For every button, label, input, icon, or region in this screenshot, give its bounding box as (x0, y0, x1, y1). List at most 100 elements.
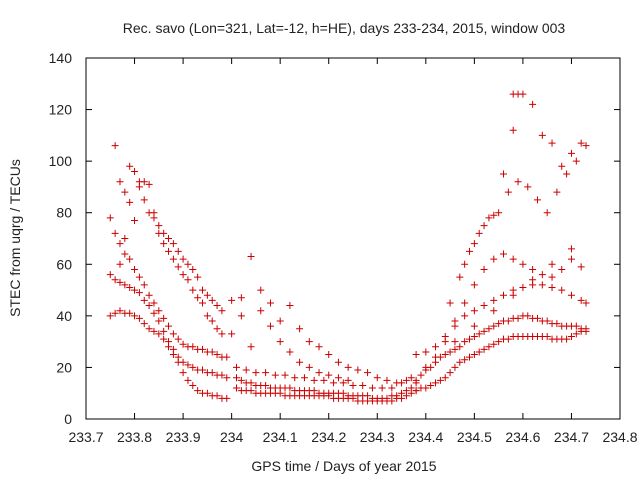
data-point (582, 142, 590, 150)
data-point (247, 343, 255, 351)
data-point (529, 100, 537, 108)
data-point (495, 338, 503, 346)
data-point (412, 351, 420, 359)
data-point (208, 369, 216, 377)
data-point (402, 376, 410, 384)
data-point (155, 330, 163, 338)
data-point (145, 302, 153, 310)
data-point (485, 343, 493, 351)
data-point (296, 358, 304, 366)
plot-frame (85, 57, 621, 420)
data-point (184, 276, 192, 284)
data-point (572, 330, 580, 338)
data-point (140, 296, 148, 304)
data-point (184, 260, 192, 268)
x-tick-label: 234.7 (554, 429, 589, 445)
data-point (208, 296, 216, 304)
data-points (106, 90, 590, 405)
data-point (480, 345, 488, 353)
data-point (495, 209, 503, 217)
data-point (189, 381, 197, 389)
data-point (266, 299, 274, 307)
data-point (150, 209, 158, 217)
data-point (218, 371, 226, 379)
data-point (470, 351, 478, 359)
data-point (165, 343, 173, 351)
data-point (106, 271, 114, 279)
data-point (582, 299, 590, 307)
data-point (339, 389, 347, 397)
data-point (577, 325, 585, 333)
data-point (184, 376, 192, 384)
data-point (344, 376, 352, 384)
data-point (247, 387, 255, 395)
data-point (169, 255, 177, 263)
data-point (330, 379, 338, 387)
data-point (490, 322, 498, 330)
data-point (558, 265, 566, 273)
data-point (199, 345, 207, 353)
data-point (135, 183, 143, 191)
data-point (529, 265, 537, 273)
data-point (417, 371, 425, 379)
data-point (232, 374, 240, 382)
data-point (121, 250, 129, 258)
data-point (131, 265, 139, 273)
data-point (441, 374, 449, 382)
x-tick-label: 234 (220, 429, 244, 445)
data-point (398, 389, 406, 397)
data-point (305, 363, 313, 371)
data-point (276, 338, 284, 346)
data-point (432, 353, 440, 361)
data-point (325, 371, 333, 379)
data-point (543, 332, 551, 340)
data-point (145, 325, 153, 333)
data-point (189, 343, 197, 351)
data-point (490, 307, 498, 315)
y-axis-label: STEC from uqrg / TECUs (7, 159, 23, 317)
data-point (422, 363, 430, 371)
data-point (567, 149, 575, 157)
data-point (475, 330, 483, 338)
data-point (305, 338, 313, 346)
x-tick-label: 234.1 (263, 429, 298, 445)
x-tick-label: 234.8 (602, 429, 637, 445)
data-point (567, 255, 575, 263)
data-point (179, 369, 187, 377)
data-point (223, 353, 231, 361)
data-point (257, 307, 265, 315)
data-point (237, 294, 245, 302)
data-point (446, 348, 454, 356)
data-point (504, 335, 512, 343)
data-point (368, 384, 376, 392)
data-point (451, 338, 459, 346)
data-point (174, 358, 182, 366)
data-point (388, 384, 396, 392)
data-point (155, 229, 163, 237)
data-point (509, 126, 517, 134)
data-point (524, 312, 532, 320)
data-point (461, 299, 469, 307)
data-point (126, 198, 134, 206)
data-point (490, 296, 498, 304)
data-point (184, 361, 192, 369)
data-point (281, 371, 289, 379)
data-point (446, 299, 454, 307)
y-tick-label: 20 (56, 359, 72, 375)
data-point (499, 291, 507, 299)
data-point (393, 392, 401, 400)
data-point (179, 340, 187, 348)
data-point (223, 374, 231, 382)
data-point (422, 384, 430, 392)
x-tick-label: 234.2 (311, 429, 346, 445)
data-point (106, 214, 114, 222)
data-point (558, 162, 566, 170)
data-point (514, 178, 522, 186)
data-point (485, 214, 493, 222)
data-point (257, 286, 265, 294)
data-point (165, 322, 173, 330)
data-point (538, 271, 546, 279)
data-point (242, 366, 250, 374)
y-tick-label: 40 (56, 308, 72, 324)
